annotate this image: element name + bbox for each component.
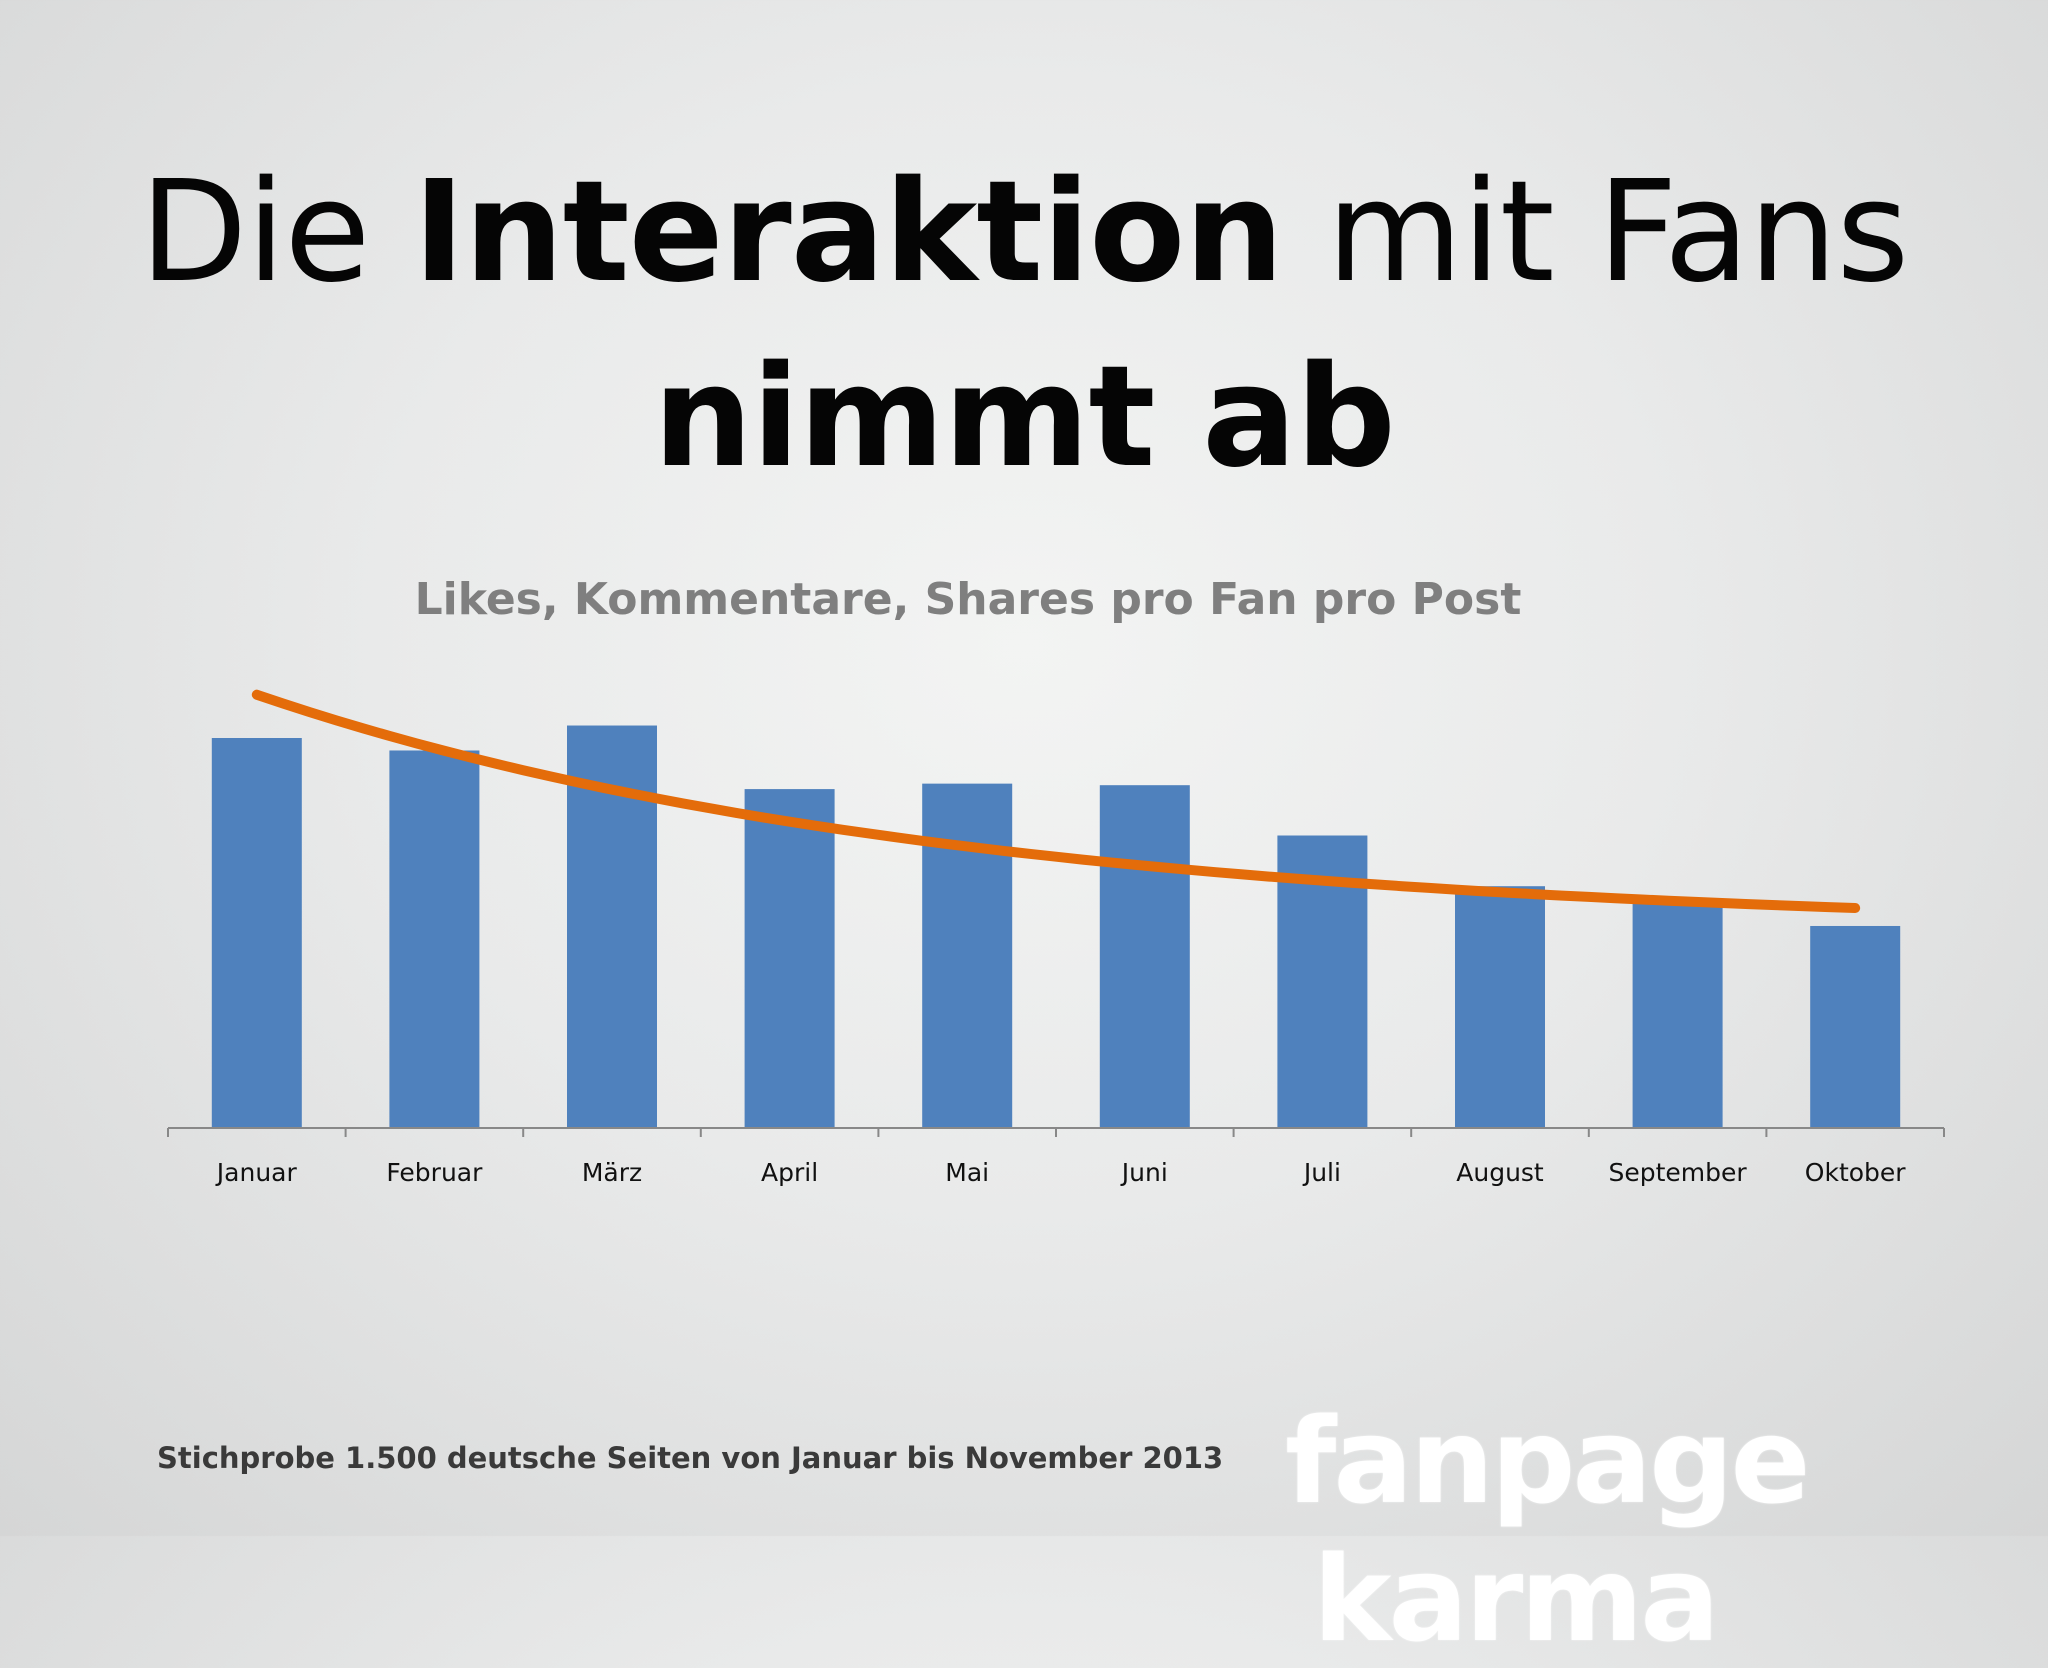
trendline bbox=[251, 689, 1861, 913]
x-tick-label: Oktober bbox=[1805, 1158, 1907, 1187]
x-axis-labels: Januar Februar März April Mai Juni Juli August S… bbox=[215, 1158, 1907, 1187]
x-tick-label: Februar bbox=[386, 1158, 483, 1187]
x-tick-label: Juli bbox=[1302, 1158, 1341, 1187]
logo-word-1: fanpage bbox=[1285, 1392, 1811, 1530]
bars-group bbox=[211, 725, 1901, 1128]
bar-februar bbox=[389, 750, 480, 1128]
source-note: Stichprobe 1.500 deutsche Seiten von Jan… bbox=[157, 1441, 1224, 1475]
chart-area: Likes, Kommentare, Shares pro Fan pro Po… bbox=[167, 574, 1945, 1187]
slide-title-line-1: Die Interaktion mit Fans bbox=[0, 140, 2048, 325]
slide-title: Die Interaktion mit Fans nimmt ab bbox=[0, 140, 2048, 510]
x-tick-label: März bbox=[582, 1158, 642, 1187]
x-tick-label: September bbox=[1609, 1158, 1748, 1187]
x-tick-label: Mai bbox=[945, 1158, 989, 1187]
x-tick-label: April bbox=[761, 1158, 818, 1187]
chart-title: Likes, Kommentare, Shares pro Fan pro Po… bbox=[415, 574, 1522, 625]
x-axis bbox=[167, 1127, 1945, 1137]
title-bold-2: nimmt ab bbox=[653, 336, 1396, 499]
fanpage-karma-logo: fanpagekarma bbox=[1285, 1392, 2048, 1668]
bar-januar bbox=[211, 738, 302, 1128]
x-tick-label: Januar bbox=[215, 1158, 298, 1187]
title-part-1: Die bbox=[139, 151, 413, 314]
bar-oktober bbox=[1810, 925, 1901, 1128]
slide-title-line-2: nimmt ab bbox=[0, 325, 2048, 510]
bar-mai bbox=[922, 783, 1013, 1128]
bar-chart: Likes, Kommentare, Shares pro Fan pro Po… bbox=[167, 574, 1945, 1187]
trendline-group bbox=[251, 689, 1861, 913]
x-tick-label: Juni bbox=[1120, 1158, 1168, 1187]
title-bold-1: Interaktion bbox=[413, 151, 1284, 314]
x-tick-label: August bbox=[1456, 1158, 1544, 1187]
bar-september bbox=[1632, 903, 1723, 1128]
bar-april bbox=[744, 789, 835, 1128]
bar-juni bbox=[1099, 785, 1190, 1128]
bar-august bbox=[1455, 886, 1545, 1128]
title-part-2: mit Fans bbox=[1283, 151, 1910, 314]
logo-word-2: karma bbox=[1313, 1530, 1720, 1668]
